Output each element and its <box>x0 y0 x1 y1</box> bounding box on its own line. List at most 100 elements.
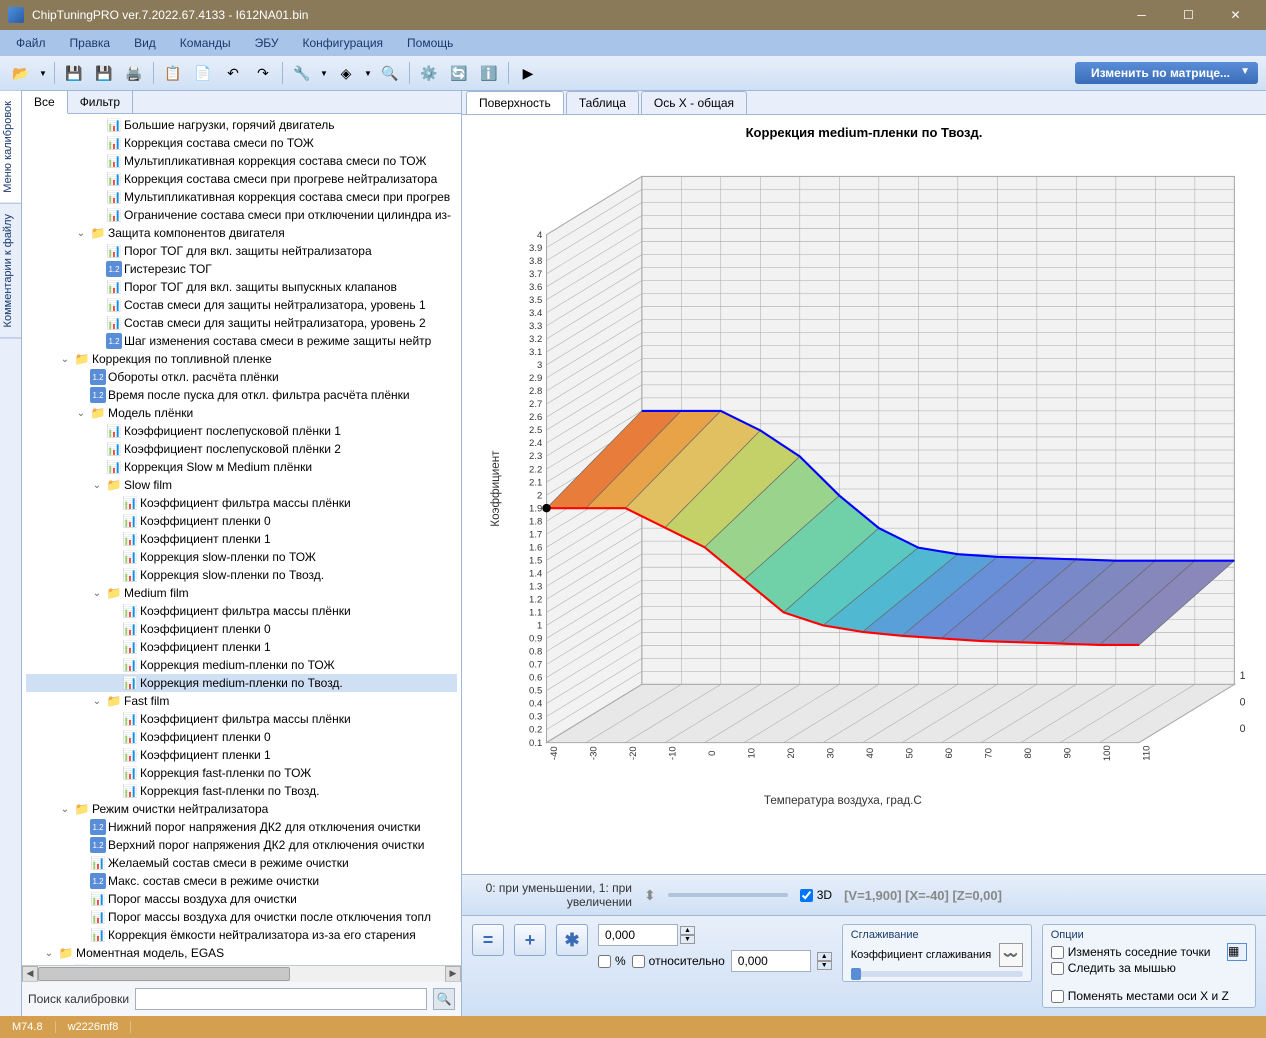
save-button[interactable]: 💾 <box>61 60 87 86</box>
tree-tab-0[interactable]: Все <box>22 91 68 114</box>
tree-node[interactable]: 📊Коэффициент пленки 0 <box>26 512 457 530</box>
spinner2-down-icon[interactable]: ▼ <box>817 961 832 970</box>
tree-node[interactable]: 📊Коррекция slow-пленки по Твозд. <box>26 566 457 584</box>
tool-a-button[interactable]: 🔧 <box>289 60 315 86</box>
search-input[interactable] <box>135 988 427 1010</box>
calibration-tree[interactable]: 📊Большие нагрузки, горячий двигатель📊Кор… <box>22 114 461 965</box>
tree-node[interactable]: 1.2Макс. состав смеси в режиме очистки <box>26 872 457 890</box>
tree-node[interactable]: 📊Ограничение состава смеси при отключени… <box>26 206 457 224</box>
tree-node[interactable]: 📊Коррекция ёмкости нейтрализатора из-за … <box>26 926 457 944</box>
tree-node[interactable]: 📊Коэффициент пленки 0 <box>26 620 457 638</box>
tree-node[interactable]: 📊Коэффициент фильтра массы плёнки <box>26 710 457 728</box>
smooth-icon[interactable]: 〰️ <box>999 943 1023 967</box>
copy-button[interactable]: 📋 <box>160 60 186 86</box>
spinner2-up-icon[interactable]: ▲ <box>817 952 832 961</box>
plus-button[interactable]: + <box>514 924 546 956</box>
tool-b-dropdown-icon[interactable]: ▼ <box>363 60 373 86</box>
equals-button[interactable]: = <box>472 924 504 956</box>
undo-button[interactable]: ↶ <box>220 60 246 86</box>
view-tab-0[interactable]: Поверхность <box>466 91 564 114</box>
tree-node[interactable]: ⌄📁Защита компонентов двигателя <box>26 224 457 242</box>
tree-node[interactable]: 📊Коэффициент фильтра массы плёнки <box>26 602 457 620</box>
scroll-left-icon[interactable]: ◀ <box>22 966 38 982</box>
menu-Файл[interactable]: Файл <box>12 34 50 52</box>
tree-node[interactable]: 📊Коррекция состава смеси при прогреве не… <box>26 170 457 188</box>
grid-icon[interactable]: ▦ <box>1227 943 1247 961</box>
opt-follow-checkbox[interactable]: Следить за мышью <box>1051 961 1247 975</box>
tree-node[interactable]: 📊Желаемый состав смеси в режиме очистки <box>26 854 457 872</box>
tree-node[interactable]: 1.2Обороты откл. расчёта плёнки <box>26 368 457 386</box>
tree-node[interactable]: 1.2Верхний порог напряжения ДК2 для откл… <box>26 836 457 854</box>
search-button[interactable]: 🔍 <box>377 60 403 86</box>
paste-button[interactable]: 📄 <box>190 60 216 86</box>
menu-Помощь[interactable]: Помощь <box>403 34 457 52</box>
tool-b-button[interactable]: ◈ <box>333 60 359 86</box>
tree-node[interactable]: 📊Коррекция medium-пленки по ТОЖ <box>26 656 457 674</box>
tree-node[interactable]: 📊Большие нагрузки, горячий двигатель <box>26 116 457 134</box>
tree-node[interactable]: ⌄📁Fast film <box>26 692 457 710</box>
percent-checkbox[interactable]: % <box>598 954 626 968</box>
surface-chart[interactable]: 0.10.20.30.40.50.60.70.80.911.11.21.31.4… <box>482 150 1246 859</box>
opt-swap-checkbox[interactable]: Поменять местами оси X и Z <box>1051 989 1247 1003</box>
open-dropdown-icon[interactable]: ▼ <box>38 60 48 86</box>
print-button[interactable]: 🖨️ <box>121 60 147 86</box>
menu-Правка[interactable]: Правка <box>66 34 115 52</box>
tree-node[interactable]: 📊Коэффициент послепусковой плёнки 2 <box>26 440 457 458</box>
scroll-right-icon[interactable]: ▶ <box>445 966 461 982</box>
menu-Конфигурация[interactable]: Конфигурация <box>298 34 387 52</box>
tree-node[interactable]: 📊Коэффициент пленки 0 <box>26 728 457 746</box>
menu-Команды[interactable]: Команды <box>176 34 235 52</box>
tree-node[interactable]: ⌄📁Slow film <box>26 476 457 494</box>
tree-node[interactable]: 📊Коэффициент пленки 1 <box>26 746 457 764</box>
menu-ЭБУ[interactable]: ЭБУ <box>251 34 283 52</box>
tree-node[interactable]: 📊Коррекция fast-пленки по ТОЖ <box>26 764 457 782</box>
matrix-dropdown[interactable]: Изменить по матрице... <box>1075 62 1258 84</box>
tree-node[interactable]: 📊Состав смеси для защиты нейтрализатора,… <box>26 314 457 332</box>
sidetab-0[interactable]: Меню калибровок <box>0 91 21 204</box>
search-go-button[interactable]: 🔍 <box>433 988 455 1010</box>
tree-tab-1[interactable]: Фильтр <box>68 91 133 113</box>
tree-scrollbar[interactable]: ◀ ▶ <box>22 965 461 981</box>
tree-node[interactable]: 📊Коррекция Slow м Medium плёнки <box>26 458 457 476</box>
tree-node[interactable]: 📊Состав смеси для защиты нейтрализатора,… <box>26 296 457 314</box>
menu-Вид[interactable]: Вид <box>130 34 160 52</box>
tree-node[interactable]: 📊Коррекция fast-пленки по Твозд. <box>26 782 457 800</box>
tree-node[interactable]: 1.2Нижний порог напряжения ДК2 для отклю… <box>26 818 457 836</box>
save-as-button[interactable]: 💾 <box>91 60 117 86</box>
tree-node[interactable]: 1.2Время после пуска для откл. фильтра р… <box>26 386 457 404</box>
multiply-button[interactable]: ✱ <box>556 924 588 956</box>
tree-node[interactable]: 1.2Шаг изменения состава смеси в режиме … <box>26 332 457 350</box>
close-button[interactable]: ✕ <box>1213 0 1258 30</box>
value-input-1[interactable] <box>598 924 678 946</box>
tree-node[interactable]: 📊Порог ТОГ для вкл. защиты выпускных кла… <box>26 278 457 296</box>
smooth-slider[interactable] <box>851 971 1023 977</box>
tree-node[interactable]: 📊Коэффициент пленки 1 <box>26 530 457 548</box>
relative-checkbox[interactable]: относительно <box>632 954 725 968</box>
tree-node[interactable]: 1.2Гистерезис ТОГ <box>26 260 457 278</box>
minimize-button[interactable]: ─ <box>1119 0 1164 30</box>
view-tab-1[interactable]: Таблица <box>566 91 639 114</box>
sidetab-1[interactable]: Комментарии к файлу <box>0 204 21 338</box>
tree-node[interactable]: ⌄📁Коррекция по топливной пленке <box>26 350 457 368</box>
value-input-2[interactable] <box>731 950 811 972</box>
tree-node[interactable]: 📊Коэффициент фильтра массы плёнки <box>26 494 457 512</box>
tree-node[interactable]: 📊Коррекция slow-пленки по ТОЖ <box>26 548 457 566</box>
tool-a-dropdown-icon[interactable]: ▼ <box>319 60 329 86</box>
tree-node[interactable]: 📊Коэффициент пленки 1 <box>26 638 457 656</box>
tree-node[interactable]: ⌄📁Режим очистки нейтрализатора <box>26 800 457 818</box>
tree-node[interactable]: ⌄📁Модель плёнки <box>26 404 457 422</box>
tree-node[interactable]: 📊Коррекция medium-пленки по Твозд. <box>26 674 457 692</box>
tree-node[interactable]: 📊Мультипликативная коррекция состава сме… <box>26 188 457 206</box>
view-tab-2[interactable]: Ось X - общая <box>641 91 747 114</box>
tree-node[interactable]: 📊Коэффициент послепусковой плёнки 1 <box>26 422 457 440</box>
opt-neighbors-checkbox[interactable]: Изменять соседние точки <box>1051 945 1211 959</box>
open-button[interactable]: 📂 <box>8 60 34 86</box>
tree-node[interactable]: 📊Мультипликативная коррекция состава сме… <box>26 152 457 170</box>
z-slider[interactable] <box>668 893 788 897</box>
3d-checkbox[interactable]: 3D <box>800 888 832 902</box>
spinner-up-icon[interactable]: ▲ <box>680 926 695 935</box>
settings-button[interactable]: ⚙️ <box>416 60 442 86</box>
slider-handle-icon[interactable]: ⬍ <box>644 887 656 904</box>
tree-node[interactable]: 📊Порог массы воздуха для очистки <box>26 890 457 908</box>
tree-node[interactable]: 📊Коррекция состава смеси по ТОЖ <box>26 134 457 152</box>
